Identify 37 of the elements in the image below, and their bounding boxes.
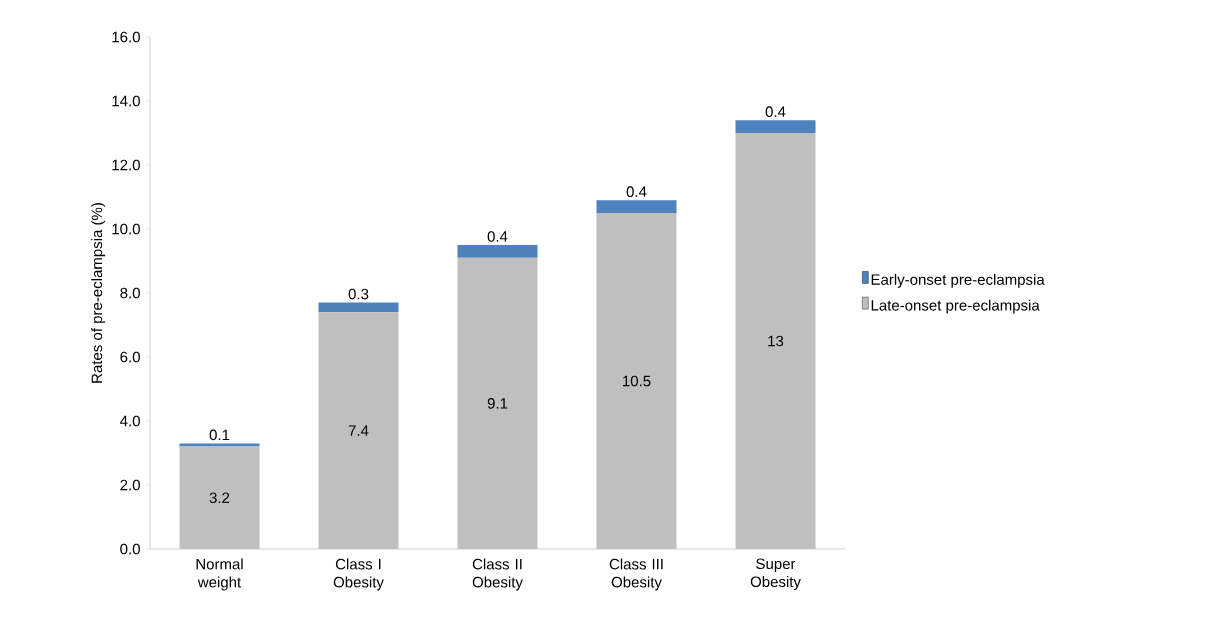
x-tick-label: Class II Obesity (472, 558, 523, 591)
x-tick-label: Class I Obesity (333, 558, 384, 591)
data-label: 0.1 (209, 429, 230, 441)
y-tick-label: 4.0 (120, 415, 140, 427)
bar (457, 257, 538, 549)
data-label: 0.4 (487, 231, 508, 242)
y-axis-title: Rates of pre-eclampsia (%) (91, 203, 106, 383)
y-tick-label: 14.0 (112, 95, 140, 107)
y-tick-label: 2.0 (120, 479, 140, 491)
x-tick-label: Normal weight (196, 558, 243, 591)
data-label: 7.4 (348, 425, 369, 436)
y-tick-label: 0.0 (120, 543, 140, 555)
y-tick-label: 6.0 (120, 351, 140, 363)
data-label: 0.4 (626, 186, 647, 197)
x-tick-label: Class III Obesity (609, 558, 663, 591)
bar (318, 302, 399, 313)
y-tick-label: 12.0 (112, 159, 140, 171)
data-label: 10.5 (623, 375, 651, 387)
x-tick-label: Super Obesity (750, 558, 801, 591)
y-tick-label: 10.0 (112, 223, 140, 235)
bar (735, 133, 816, 549)
data-label: 3.2 (209, 492, 230, 504)
bar (318, 312, 399, 549)
bar (735, 120, 816, 133)
bar (596, 200, 677, 213)
data-label: 0.4 (765, 106, 786, 117)
y-tick-label: 8.0 (120, 287, 140, 299)
legend-label: Early-onset pre-eclampsia (871, 273, 1045, 288)
legend-label: Late-onset pre-eclampsia (871, 299, 1040, 314)
data-label: 9.1 (487, 398, 508, 409)
bar (596, 213, 677, 549)
bar (179, 443, 260, 447)
data-label: 0.3 (348, 288, 369, 300)
y-tick-label: 16.0 (112, 31, 140, 43)
data-label: 13 (768, 335, 784, 347)
bar (457, 245, 538, 258)
bar (179, 446, 260, 549)
